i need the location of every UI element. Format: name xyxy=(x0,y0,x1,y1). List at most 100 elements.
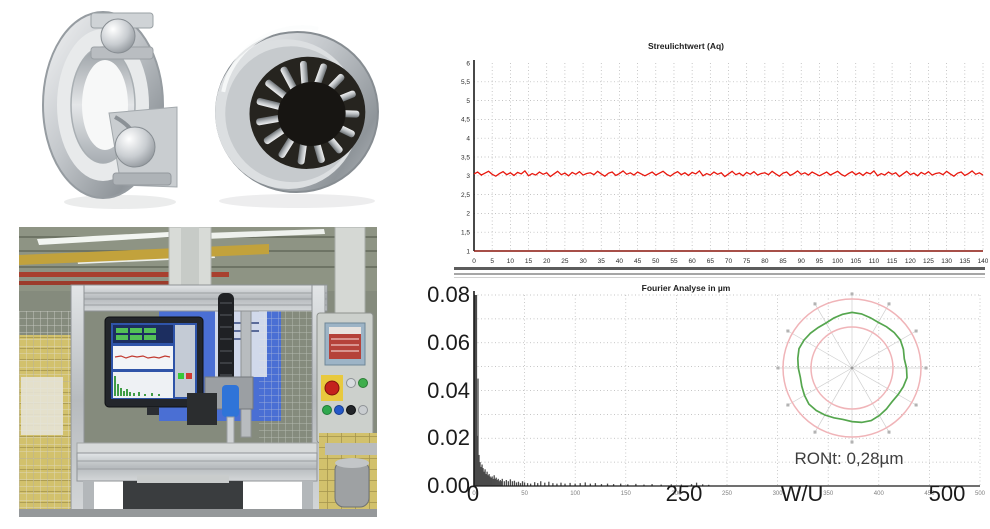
svg-text:125: 125 xyxy=(923,258,934,265)
svg-text:135: 135 xyxy=(959,258,970,265)
svg-text:450: 450 xyxy=(924,491,935,497)
svg-text:4,5: 4,5 xyxy=(461,117,470,124)
svg-text:20: 20 xyxy=(543,258,551,265)
gridlines xyxy=(474,63,984,251)
machine-table xyxy=(76,442,318,517)
svg-text:75: 75 xyxy=(743,258,751,265)
frame-left-column xyxy=(70,284,85,517)
svg-text:120: 120 xyxy=(905,258,916,265)
svg-text:110: 110 xyxy=(869,258,880,265)
measuring-head xyxy=(187,310,254,446)
blue-sensor xyxy=(222,385,239,417)
fourier-bars xyxy=(474,295,710,486)
svg-text:5: 5 xyxy=(490,258,494,265)
svg-text:30: 30 xyxy=(579,258,587,265)
cable-chain xyxy=(218,293,234,389)
svg-text:2: 2 xyxy=(466,211,470,218)
scrollbar-track-light xyxy=(454,273,985,275)
svg-text:50: 50 xyxy=(652,258,660,265)
fourier-chart-title: Fourier Analyse in µm xyxy=(641,283,731,293)
svg-text:40: 40 xyxy=(616,258,624,265)
panel-button-blue[interactable] xyxy=(334,405,344,415)
svg-text:200: 200 xyxy=(671,491,682,497)
aq-line-series xyxy=(473,169,984,178)
needle-bearing-art xyxy=(215,25,379,194)
svg-text:60: 60 xyxy=(689,258,697,265)
tolerance-circle-outer xyxy=(782,298,922,438)
svg-text:1: 1 xyxy=(466,248,470,255)
svg-text:1,5: 1,5 xyxy=(461,230,470,237)
bearing-photo-art xyxy=(42,11,379,209)
streulicht-chart: 6 5,5 5 4,5 4 3,5 3 2,5 2 1,5 1 0 5 10 15 20 25 30 35 40 45 5… xyxy=(425,38,988,270)
x-tick-labels: 0 50 100 150 200 250 300 350 400 450 500 xyxy=(472,491,985,497)
svg-text:15: 15 xyxy=(525,258,533,265)
panel-button-white[interactable] xyxy=(358,405,368,415)
svg-text:70: 70 xyxy=(725,258,733,265)
overlay-ylabel: 0.04 xyxy=(427,378,470,403)
ball-bearing-art xyxy=(42,11,178,209)
svg-text:115: 115 xyxy=(887,258,898,265)
svg-text:300: 300 xyxy=(773,491,784,497)
overlay-xlabel: 500 xyxy=(928,481,966,506)
overlay-ylabel: 0.02 xyxy=(427,425,470,450)
mesh-fence-left xyxy=(19,311,71,517)
panel-button-black[interactable] xyxy=(346,405,356,415)
svg-text:250: 250 xyxy=(722,491,733,497)
mesh-fence-right xyxy=(259,311,312,451)
svg-text:65: 65 xyxy=(707,258,715,265)
machine-photo xyxy=(19,227,377,517)
svg-text:105: 105 xyxy=(850,258,861,265)
panel-button-green2[interactable] xyxy=(322,405,332,415)
tolerance-circle-inner xyxy=(810,326,894,410)
svg-text:25: 25 xyxy=(561,258,569,265)
horizontal-scrollbar[interactable] xyxy=(454,267,985,279)
overlay-ylabel: 0.06 xyxy=(427,330,470,355)
svg-text:85: 85 xyxy=(779,258,787,265)
overlay-ylabel: 0.00 xyxy=(427,473,470,498)
svg-text:90: 90 xyxy=(798,258,806,265)
svg-text:3,5: 3,5 xyxy=(461,154,470,161)
red-pipe xyxy=(19,272,229,277)
screen-nok-indicator xyxy=(186,373,192,379)
svg-text:35: 35 xyxy=(598,258,606,265)
overlay-xlabel: 250 xyxy=(665,481,703,506)
x-tick-labels: 0 5 10 15 20 25 30 35 40 45 50 55 60 65 70 75 80 85 90 95 10… xyxy=(472,258,988,265)
scrollbar-track-lighter xyxy=(454,277,985,278)
screen-ok-indicator xyxy=(178,373,184,379)
scrollbar-track-dark[interactable] xyxy=(454,267,985,270)
side-machinery xyxy=(319,433,377,517)
svg-text:10: 10 xyxy=(507,258,515,265)
svg-text:100: 100 xyxy=(570,491,581,497)
floor xyxy=(19,509,377,517)
svg-text:4: 4 xyxy=(466,136,470,143)
panel-button-gray[interactable] xyxy=(346,378,356,388)
svg-text:100: 100 xyxy=(832,258,843,265)
monitor xyxy=(104,316,204,415)
fourier-chart: 0 50 100 150 200 250 300 350 400 450 500 xyxy=(420,280,990,525)
panel-button-green[interactable] xyxy=(358,378,368,388)
overlay-xlabel: W/U xyxy=(780,481,824,506)
overlay-xlabel: 0 xyxy=(466,481,480,506)
svg-text:400: 400 xyxy=(874,491,885,497)
svg-text:0: 0 xyxy=(472,491,476,497)
roundness-profile xyxy=(796,311,908,424)
emergency-stop-button[interactable] xyxy=(324,380,340,396)
svg-text:50: 50 xyxy=(521,491,528,497)
svg-text:130: 130 xyxy=(941,258,952,265)
svg-text:45: 45 xyxy=(634,258,642,265)
machine-photo-art xyxy=(19,227,377,517)
panel-support-column xyxy=(334,227,366,316)
svg-text:5,5: 5,5 xyxy=(461,79,470,86)
svg-text:500: 500 xyxy=(975,491,986,497)
svg-text:150: 150 xyxy=(621,491,632,497)
svg-text:140: 140 xyxy=(978,258,988,265)
ront-value-label: RONt: 0,28µm xyxy=(794,449,904,468)
streulicht-chart-title: Streulichtwert (Aq) xyxy=(647,41,725,51)
frame-top-beam xyxy=(70,284,328,312)
y-tick-labels: 6 5,5 5 4,5 4 3,5 3 2,5 2 1,5 1 xyxy=(461,60,470,255)
svg-text:95: 95 xyxy=(816,258,824,265)
overlay-ylabel: 0.08 xyxy=(427,282,470,307)
svg-text:5: 5 xyxy=(466,98,470,105)
svg-text:6: 6 xyxy=(466,60,470,67)
